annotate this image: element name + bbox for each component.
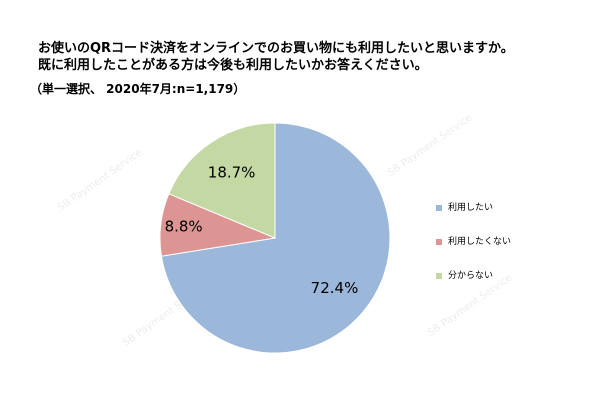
legend-item-0: 利用したい bbox=[436, 202, 511, 214]
legend-label-2: 分からない bbox=[448, 271, 494, 281]
pie-slices bbox=[159, 122, 391, 354]
chart-title: お使いのQRコード決済をオンラインでのお買い物にも利用したいと思いますか。 既に… bbox=[38, 40, 588, 74]
legend-item-2: 分からない bbox=[436, 270, 511, 282]
chart-title-line-1: お使いのQRコード決済をオンラインでのお買い物にも利用したいと思いますか。 bbox=[38, 41, 514, 56]
legend-label-1: 利用したくない bbox=[448, 237, 512, 247]
legend-label-0: 利用したい bbox=[448, 203, 494, 213]
legend-item-1: 利用したくない bbox=[436, 236, 511, 248]
pie-slice-label-1: 8.8% bbox=[165, 218, 203, 236]
chart-subtitle: （単一選択、 2020年7月:n=1,179） bbox=[30, 82, 246, 96]
legend-swatch-1 bbox=[436, 239, 442, 245]
chart-legend: 利用したい利用したくない 分からない bbox=[436, 202, 511, 304]
pie-slice-2 bbox=[168, 122, 276, 239]
pie-labels: 72.4% 8.8% 18.7% bbox=[165, 163, 359, 297]
legend-swatch-2 bbox=[436, 273, 442, 279]
pie-slice-label-0: 72.4% bbox=[311, 279, 359, 297]
chart-title-line-2: 既に利用したことがある方は今後も利用したいかお答えください。 bbox=[38, 58, 428, 73]
legend-swatch-0 bbox=[436, 205, 442, 211]
pie-slice-label-2: 18.7% bbox=[208, 163, 256, 181]
